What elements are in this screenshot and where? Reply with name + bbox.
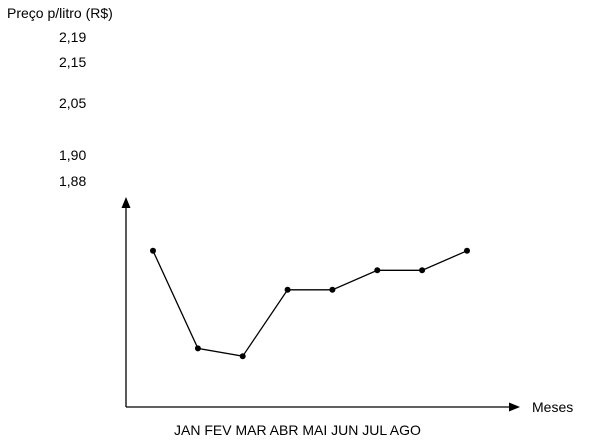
x-axis-label: Meses xyxy=(532,399,573,415)
data-point-jul xyxy=(419,267,426,274)
data-point-abr xyxy=(284,286,291,293)
y-tick-label: 2,05 xyxy=(59,95,86,111)
y-tick-label: 2,15 xyxy=(59,54,86,70)
data-point-jun xyxy=(374,267,381,274)
data-point-mar xyxy=(239,353,246,360)
data-point-jan xyxy=(150,247,156,254)
axes xyxy=(121,197,520,412)
y-tick-labels: 2,19 2,15 2,05 1,90 1,88 xyxy=(59,29,86,189)
y-axis-label: Preço p/litro (R$) xyxy=(7,5,113,21)
x-axis-arrow xyxy=(509,402,520,412)
y-tick-label: 1,88 xyxy=(59,173,86,189)
data-point-mai xyxy=(329,286,336,293)
data-point-fev xyxy=(194,345,201,352)
y-axis-arrow xyxy=(121,197,131,208)
data-point-ago xyxy=(464,247,470,254)
series-line xyxy=(152,250,468,357)
y-tick-label: 1,90 xyxy=(59,147,86,163)
x-category-labels: JAN FEV MAR ABR MAI JUN JUL AGO xyxy=(174,422,421,438)
series-line-group xyxy=(150,247,470,360)
y-tick-label: 2,19 xyxy=(59,29,86,45)
